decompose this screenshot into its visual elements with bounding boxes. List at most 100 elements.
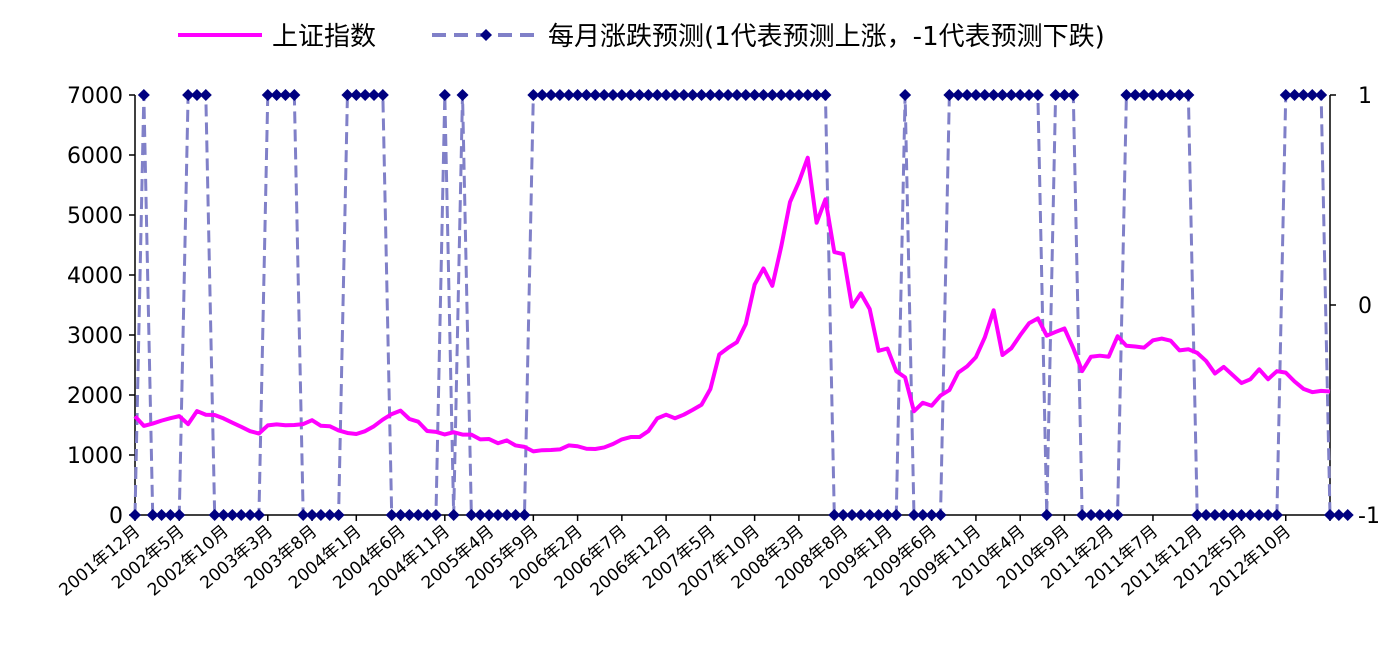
prediction-point	[173, 509, 186, 521]
prediction-point	[279, 89, 292, 101]
left-tick-label: 4000	[67, 264, 123, 289]
prediction-point	[1111, 509, 1124, 521]
prediction-point	[775, 89, 788, 101]
prediction-point	[890, 509, 903, 521]
prediction-point	[1005, 89, 1018, 101]
prediction-point	[252, 509, 265, 521]
prediction-point	[394, 509, 407, 521]
prediction-point	[562, 89, 575, 101]
prediction-point	[810, 89, 823, 101]
left-tick-label: 5000	[67, 204, 123, 229]
prediction-point	[1138, 89, 1151, 101]
prediction-point	[314, 509, 327, 521]
prediction-point	[1191, 509, 1204, 521]
prediction-point	[899, 89, 912, 101]
prediction-point	[607, 89, 619, 101]
prediction-point	[1182, 89, 1195, 101]
prediction-point	[1288, 89, 1301, 101]
prediction-point	[907, 509, 920, 521]
prediction-point	[580, 89, 593, 101]
index-line	[133, 155, 1331, 454]
prediction-point	[784, 89, 797, 101]
axes: 01000200030004000500060007000-1012001年12…	[56, 84, 1380, 600]
prediction-point	[1093, 509, 1106, 521]
prediction-point	[350, 89, 363, 101]
prediction-point	[571, 89, 584, 101]
prediction-point	[792, 89, 805, 101]
prediction-point	[545, 89, 558, 101]
prediction-point	[376, 89, 389, 101]
prediction-point	[633, 89, 646, 101]
index-series	[133, 155, 1331, 454]
prediction-point	[270, 89, 283, 101]
prediction-point	[137, 89, 150, 101]
prediction-point	[1076, 509, 1089, 521]
legend-label-index: 上证指数	[272, 22, 376, 52]
prediction-point	[297, 509, 310, 521]
prediction-point	[677, 89, 690, 101]
right-tick-label: 1	[1358, 84, 1372, 109]
prediction-point	[438, 89, 451, 101]
prediction-point	[1270, 509, 1283, 521]
prediction-point	[483, 509, 496, 521]
prediction-point	[1031, 89, 1044, 101]
prediction-point	[518, 509, 531, 521]
prediction-point	[323, 509, 336, 521]
prediction-point	[155, 509, 168, 521]
prediction-point	[704, 89, 717, 101]
prediction-point	[403, 509, 416, 521]
prediction-point	[739, 89, 752, 101]
prediction-point	[1226, 509, 1239, 521]
prediction-point	[536, 89, 549, 101]
prediction-line	[133, 93, 1348, 517]
prediction-point	[1120, 89, 1133, 101]
prediction-point	[429, 509, 442, 521]
prediction-point	[199, 89, 212, 101]
prediction-point	[801, 89, 814, 101]
prediction-point	[872, 509, 885, 521]
prediction-point	[668, 89, 681, 101]
left-tick-label: 1000	[67, 444, 123, 469]
prediction-point	[1102, 509, 1115, 521]
prediction-point	[306, 509, 319, 521]
prediction-point	[509, 509, 522, 521]
prediction-point	[553, 89, 566, 101]
prediction-point	[421, 509, 434, 521]
legend: 上证指数 每月涨跌预测(1代表预测上涨，-1代表预测下跌)	[178, 22, 1105, 52]
prediction-point	[146, 509, 159, 521]
prediction-point	[412, 509, 425, 521]
prediction-point	[1262, 509, 1275, 521]
prediction-point	[713, 89, 726, 101]
prediction-point	[1315, 89, 1328, 101]
prediction-point	[341, 89, 354, 101]
prediction-point	[491, 509, 504, 521]
left-tick-label: 7000	[67, 84, 123, 109]
prediction-point	[1341, 509, 1354, 521]
prediction-point	[1049, 89, 1062, 101]
prediction-point	[226, 509, 239, 521]
prediction-point	[642, 89, 655, 101]
prediction-point	[846, 509, 858, 521]
prediction-point	[1279, 89, 1292, 101]
prediction-point	[881, 509, 894, 521]
prediction-point	[952, 89, 965, 101]
prediction-point	[474, 509, 487, 521]
prediction-point	[722, 89, 735, 101]
prediction-point	[182, 89, 195, 101]
prediction-point	[1129, 89, 1142, 101]
prediction-point	[1155, 89, 1168, 101]
prediction-point	[925, 509, 938, 521]
prediction-point	[730, 89, 743, 101]
prediction-point	[164, 509, 177, 521]
prediction-point	[527, 89, 540, 101]
prediction-point	[332, 509, 345, 521]
legend-label-prediction: 每月涨跌预测(1代表预测上涨，-1代表预测下跌)	[548, 22, 1105, 52]
prediction-point	[1058, 89, 1071, 101]
prediction-point	[288, 89, 301, 101]
prediction-point	[1235, 509, 1248, 521]
prediction-point	[261, 89, 274, 101]
left-tick-label: 0	[109, 504, 123, 529]
prediction-point	[1306, 89, 1319, 101]
prediction-point	[987, 89, 1000, 101]
